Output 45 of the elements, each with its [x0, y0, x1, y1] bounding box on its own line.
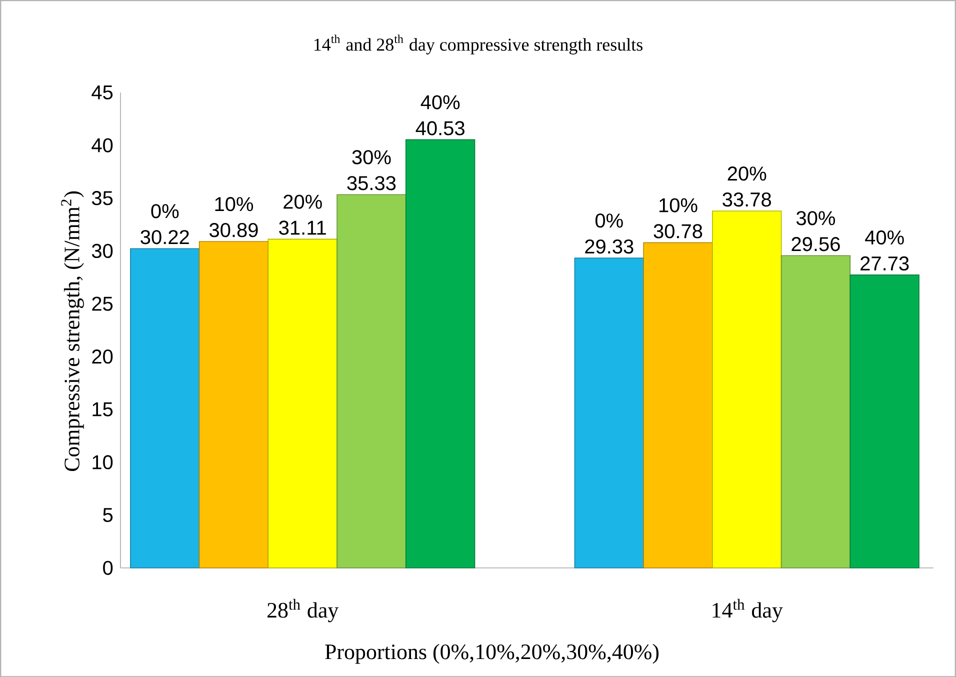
data-label: 30.89 — [209, 222, 258, 237]
data-label: 30.22 — [140, 230, 189, 244]
bar — [405, 139, 476, 568]
y-tick-label: 5 — [103, 508, 113, 522]
bar — [130, 248, 200, 568]
data-label: 29.33 — [585, 239, 634, 254]
data-label: 27.73 — [860, 256, 909, 270]
y-tick-label: 0 — [103, 560, 113, 575]
y-tick-label: 25 — [92, 296, 113, 311]
y-axis-title: Compressive strength, (N/mm$^{2}$) — [61, 191, 84, 471]
series-label: 40% — [420, 95, 460, 110]
bar — [198, 240, 269, 568]
bar — [850, 274, 920, 568]
chart-title: 14$^{th}$ and 28$^{th}$ day compressive strength results — [314, 34, 642, 54]
bar — [780, 255, 851, 568]
x-axis-title: Proportions (0%,10%,20%,30%,40%) — [325, 644, 659, 664]
bar — [336, 194, 406, 568]
data-label: 29.56 — [792, 236, 840, 252]
series-label: 20% — [284, 194, 322, 209]
text: 20% — [728, 166, 766, 180]
x-tick-label: 14$^{th}$ day — [712, 598, 783, 622]
text: 0% — [595, 213, 623, 228]
series-label: 10% — [215, 196, 254, 211]
y-tick-label: 45 — [92, 85, 113, 100]
data-label: 33.78 — [722, 192, 771, 206]
bar — [712, 210, 782, 568]
data-label: 30.78 — [654, 224, 702, 238]
text: 10% — [660, 198, 698, 212]
data-label: 35.33 — [347, 176, 396, 190]
bar — [574, 257, 644, 568]
bar — [268, 238, 338, 568]
bar — [643, 242, 713, 568]
data-label: 31.11 — [279, 220, 326, 235]
series-label: 30% — [796, 210, 836, 226]
series-label: 0% — [151, 204, 179, 218]
y-tick-label: 40 — [92, 138, 113, 152]
y-tick-label: 10 — [92, 454, 113, 470]
data-label: 40.53 — [416, 120, 464, 136]
text: 40% — [865, 230, 904, 244]
y-tick-label: 20 — [92, 349, 113, 364]
y-tick-label: 30 — [92, 244, 113, 258]
y-tick-label: 35 — [92, 190, 113, 206]
x-tick-label: 28$^{th}$ day — [267, 598, 339, 622]
y-tick-label: 15 — [92, 402, 113, 416]
text: 30% — [352, 150, 391, 164]
